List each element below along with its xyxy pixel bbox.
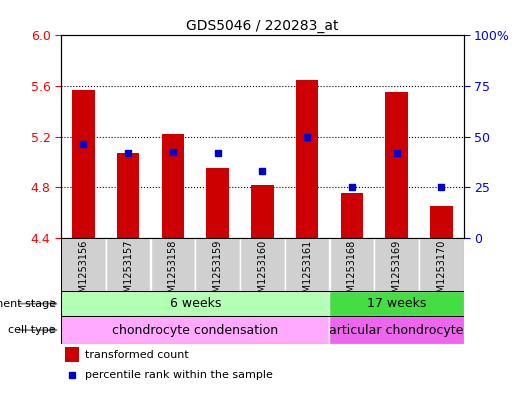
Text: percentile rank within the sample: percentile rank within the sample [85,370,273,380]
Bar [61,316,330,344]
Text: transformed count: transformed count [85,350,189,360]
Bar [330,316,464,344]
Bar [330,291,464,316]
Text: GSM1253169: GSM1253169 [392,239,402,305]
Bar [296,80,319,238]
Text: GSM1253157: GSM1253157 [123,239,133,305]
Text: GSM1253160: GSM1253160 [258,239,267,305]
Bar [374,238,419,291]
Bar [151,238,195,291]
Bar [330,238,374,291]
Text: GSM1253170: GSM1253170 [436,239,446,305]
Text: GSM1253161: GSM1253161 [302,239,312,305]
Text: articular chondrocyte: articular chondrocyte [330,323,464,337]
Text: chondrocyte condensation: chondrocyte condensation [112,323,278,337]
Text: GSM1253159: GSM1253159 [213,239,223,305]
Bar [206,168,229,238]
Bar [106,238,151,291]
Text: 6 weeks: 6 weeks [170,297,221,310]
Bar [285,238,330,291]
Bar [61,238,105,291]
Bar [385,92,408,238]
Text: GSM1253156: GSM1253156 [78,239,89,305]
Bar [117,153,139,238]
Text: GSM1253158: GSM1253158 [168,239,178,305]
Bar [61,291,330,316]
Bar [251,185,273,238]
Text: development stage: development stage [0,299,56,309]
Title: GDS5046 / 220283_at: GDS5046 / 220283_at [186,19,339,33]
Bar [162,134,184,238]
Text: 17 weeks: 17 weeks [367,297,426,310]
Bar [240,238,285,291]
Text: cell type: cell type [8,325,56,335]
Bar [430,206,453,238]
Bar [341,193,363,238]
Bar [419,238,464,291]
Bar [195,238,240,291]
Bar [72,90,94,238]
Bar [65,347,79,362]
Text: GSM1253168: GSM1253168 [347,239,357,305]
